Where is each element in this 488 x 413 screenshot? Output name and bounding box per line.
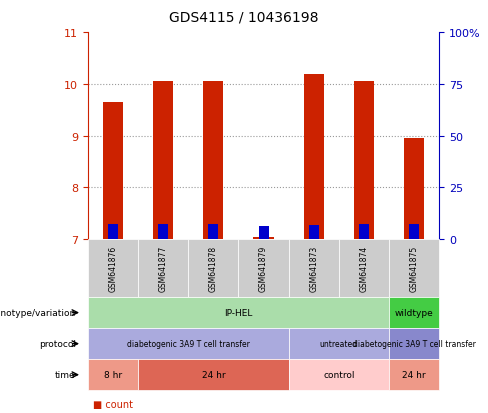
Text: diabetogenic 3A9 T cell transfer: diabetogenic 3A9 T cell transfer [353,339,475,348]
Bar [259,227,268,240]
Text: time: time [55,370,76,379]
Bar [304,74,324,240]
Bar [103,103,123,240]
Text: GSM641874: GSM641874 [359,245,368,292]
Bar [253,237,274,240]
Text: GSM641875: GSM641875 [409,245,419,292]
Text: IP-HEL: IP-HEL [224,309,253,317]
Text: diabetogenic 3A9 T cell transfer: diabetogenic 3A9 T cell transfer [127,339,250,348]
Bar [359,224,369,240]
Text: GSM641873: GSM641873 [309,245,318,292]
Text: untreated: untreated [320,339,358,348]
Bar [409,224,419,240]
Text: wildtype: wildtype [395,309,433,317]
Text: protocol: protocol [39,339,76,348]
Bar [208,224,218,240]
Text: GSM641879: GSM641879 [259,245,268,292]
Text: control: control [323,370,355,379]
Text: ■ count: ■ count [93,399,133,408]
Text: GSM641876: GSM641876 [108,245,118,292]
Bar [108,224,118,240]
Bar [404,139,424,240]
Text: 8 hr: 8 hr [104,370,122,379]
Text: GSM641877: GSM641877 [159,245,168,292]
Text: 24 hr: 24 hr [402,370,426,379]
Text: genotype/variation: genotype/variation [0,309,76,317]
Bar [354,82,374,240]
Text: GDS4115 / 10436198: GDS4115 / 10436198 [169,10,319,24]
Text: 24 hr: 24 hr [202,370,225,379]
Text: GSM641878: GSM641878 [209,245,218,292]
Bar [309,225,319,240]
Bar [153,82,173,240]
Bar [203,82,224,240]
Bar [158,224,168,240]
